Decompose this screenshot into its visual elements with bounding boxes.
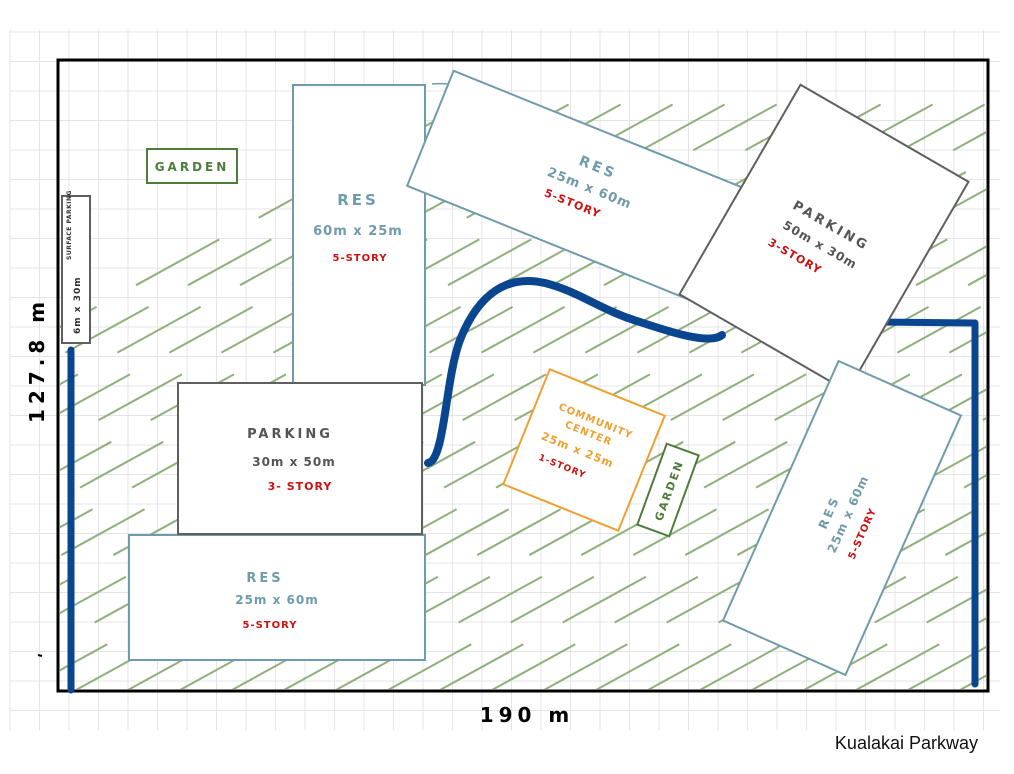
building-community-center: COMMUNITY CENTER 25m x 25m 1-STORY — [501, 367, 667, 533]
building-res-4: RES 25m x 60m 5-STORY — [721, 359, 963, 677]
building-parking-2: PARKING 30m x 50m 3- STORY — [177, 382, 423, 535]
surface-parking: 6m x 30m SURFACE PARKING — [61, 190, 91, 344]
height-dimension: 127.8 m — [25, 297, 49, 423]
garden-top-left: GARDEN — [146, 148, 238, 184]
building-parking-1: PARKING 50m x 30m 3-STORY — [678, 83, 970, 393]
building-res-1: RES 60m x 25m 5-STORY — [292, 84, 426, 386]
road-curve — [424, 276, 726, 467]
road-right — [869, 318, 979, 688]
building-outline — [128, 534, 426, 661]
road-name-label: Kualakai Parkway — [834, 733, 978, 753]
width-label: 190 m — [480, 703, 575, 727]
surface-parking-dims: 6m x 30m — [73, 276, 83, 334]
building-outline — [678, 83, 970, 393]
building-story: 3- STORY — [268, 480, 333, 493]
garden-outline — [636, 442, 700, 538]
building-outline — [501, 367, 667, 533]
hatch-line — [543, 445, 986, 689]
building-dims: 30m x 50m — [252, 455, 336, 469]
building-outline — [721, 359, 963, 677]
hatch-line — [439, 388, 986, 689]
building-story: 5-STORY — [242, 620, 297, 631]
hatch-line — [491, 417, 986, 689]
building-name: PARKING — [247, 427, 333, 442]
building-outline — [177, 382, 423, 535]
surface-parking-outline — [61, 195, 91, 344]
height-label: 127.8 m — [25, 297, 49, 423]
surface-parking-label: SURFACE PARKING — [66, 190, 73, 260]
building-name: RES — [246, 571, 283, 586]
building-res-3: RES 25m x 60m 5-STORY — [128, 534, 426, 661]
building-dims: 25m x 60m — [235, 593, 319, 607]
building-name: RES — [337, 191, 379, 209]
garden-label: GARDEN — [155, 160, 230, 174]
hatch-line — [751, 560, 986, 689]
building-story: 5-STORY — [332, 253, 387, 264]
garden-outline — [146, 148, 238, 184]
tick-mark — [37, 654, 43, 657]
building-dims: 60m x 25m — [313, 224, 403, 239]
hatch-line — [387, 359, 986, 689]
site-boundary — [56, 58, 990, 693]
